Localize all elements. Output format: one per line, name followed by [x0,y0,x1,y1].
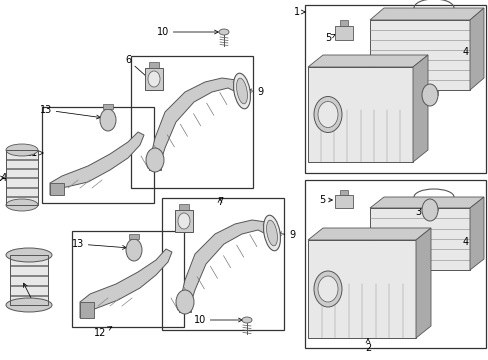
Text: 14: 14 [0,173,8,183]
Bar [339,20,347,26]
Text: 13: 13 [40,105,100,119]
Bar [6,169,38,177]
Polygon shape [412,55,427,162]
Ellipse shape [146,148,163,172]
Ellipse shape [317,276,337,302]
Bar [10,255,48,305]
Bar [339,190,347,195]
Text: 4: 4 [462,47,479,57]
Ellipse shape [6,298,52,312]
Text: 8: 8 [175,212,183,223]
Ellipse shape [263,215,280,251]
Text: 2: 2 [364,339,370,353]
Bar [131,56,252,188]
Bar [103,104,113,109]
Bar [6,197,38,205]
Text: 13: 13 [72,239,126,249]
Text: 4: 4 [462,237,479,247]
Ellipse shape [266,220,277,246]
Bar [149,62,159,68]
Text: 3: 3 [414,207,426,217]
Polygon shape [369,197,483,208]
Polygon shape [307,55,427,67]
Ellipse shape [242,317,251,323]
Text: 12: 12 [94,327,112,338]
Ellipse shape [6,144,38,156]
Text: 10: 10 [193,315,242,325]
Ellipse shape [100,109,116,131]
Text: 15: 15 [23,283,42,313]
Bar [149,161,161,170]
Polygon shape [50,132,143,195]
Bar [369,208,469,270]
Bar [10,296,48,305]
Ellipse shape [219,29,228,35]
Bar [10,276,48,285]
Polygon shape [148,78,244,170]
Text: 9: 9 [277,230,294,240]
Bar [305,180,485,348]
Polygon shape [469,8,483,90]
Text: 1: 1 [293,7,305,17]
Text: 3: 3 [416,98,427,110]
Bar [162,198,284,330]
Bar [10,286,48,295]
Bar [179,303,191,312]
Text: 6: 6 [124,55,153,82]
Bar [80,302,94,318]
Bar [6,150,38,205]
Ellipse shape [313,96,341,132]
Ellipse shape [421,84,437,106]
Bar [307,240,415,338]
Text: 9: 9 [247,87,263,97]
Polygon shape [415,228,430,338]
Ellipse shape [148,71,160,87]
Bar [42,107,154,203]
Text: 5: 5 [324,33,335,43]
Bar [6,179,38,187]
Bar [334,26,352,40]
Bar [179,204,189,210]
Bar [6,151,38,159]
Ellipse shape [313,271,341,307]
Bar [10,266,48,275]
Polygon shape [80,249,172,318]
Text: 11: 11 [26,148,43,158]
Bar [334,195,352,208]
Bar [145,68,163,90]
Bar [6,188,38,196]
Polygon shape [369,8,483,20]
Ellipse shape [126,239,142,261]
Bar [175,210,193,232]
Bar [129,234,139,239]
Ellipse shape [6,199,38,211]
Bar [6,160,38,168]
Bar [72,231,183,327]
Text: 7: 7 [217,197,223,207]
Ellipse shape [233,73,250,109]
Bar [369,20,469,90]
Ellipse shape [317,102,337,127]
Text: 10: 10 [157,27,218,37]
Ellipse shape [421,199,437,221]
Bar [305,5,485,173]
Polygon shape [178,220,273,312]
Ellipse shape [178,213,190,229]
Bar [307,67,412,162]
Ellipse shape [6,248,52,262]
Text: 8: 8 [144,69,154,82]
Polygon shape [469,197,483,270]
Polygon shape [307,228,430,240]
Text: 5: 5 [318,195,332,205]
Ellipse shape [236,78,247,104]
Bar [10,256,48,265]
Ellipse shape [176,290,194,314]
Bar [50,183,64,195]
